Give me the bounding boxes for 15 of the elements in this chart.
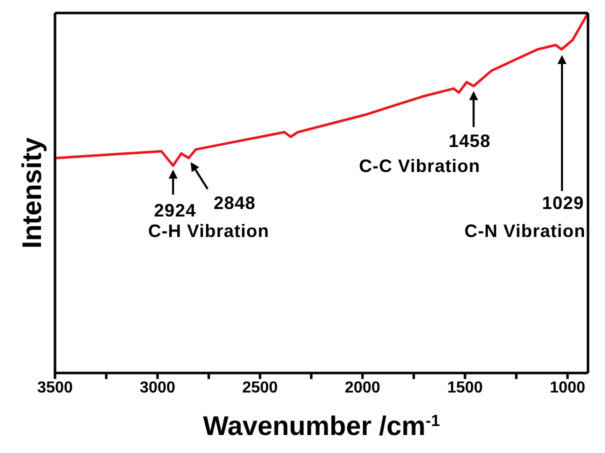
annotation: 1458 [448,130,491,151]
x-tick-label: 2500 [242,379,278,396]
x-tick-label: 1000 [550,379,586,396]
x-tick-label: 2000 [344,379,380,396]
annotation: C-N Vibration [464,220,586,241]
x-axis-title: Wavenumber /cm$^{-1}$ [203,411,440,441]
annotation: C-H Vibration [148,220,270,241]
annotation: 1029 [542,192,584,213]
x-tick-label: 3500 [37,379,73,396]
annotation: C-C Vibration [359,156,480,176]
x-tick-label: 1500 [447,379,483,396]
annotation: 2924 [154,200,196,220]
y-axis-title: Intensity [17,137,47,249]
x-tick-label: 3000 [140,379,176,396]
annotation: 2848 [214,192,256,213]
